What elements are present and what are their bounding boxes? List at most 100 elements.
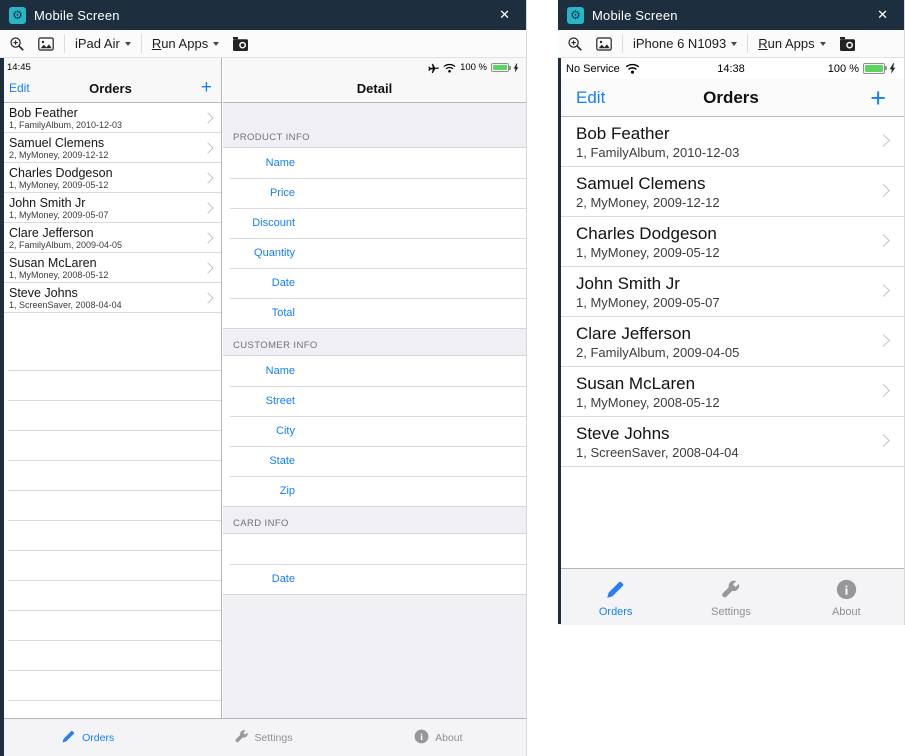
form-row[interactable]: City	[223, 416, 526, 446]
form-row[interactable]: State	[223, 446, 526, 476]
order-detail: 1, ScreenSaver, 2008-04-04	[576, 445, 739, 460]
device-dropdown[interactable]: iPad Air	[72, 34, 134, 53]
section-rows: Name Price Discount Quantity Date Total	[223, 147, 526, 329]
order-detail: 1, MyMoney, 2009-05-07	[576, 295, 720, 310]
list-item[interactable]: John Smith Jr 1, MyMoney, 2009-05-07	[558, 267, 904, 317]
bolt-icon	[513, 63, 519, 72]
form-row[interactable]: Name	[223, 148, 526, 178]
form-row-label: Date	[271, 573, 295, 585]
run-apps-label: Run Apps	[758, 36, 815, 51]
tab-settings[interactable]: Settings	[175, 719, 350, 756]
orders-nav-bar: Edit Orders +	[558, 79, 904, 117]
order-name: Charles Dodgeson	[576, 224, 717, 243]
tab-about[interactable]: i About	[351, 719, 526, 756]
zoom-button[interactable]	[564, 34, 586, 54]
order-name: Susan McLaren	[576, 374, 696, 393]
form-row[interactable]: Total	[223, 298, 526, 328]
list-item[interactable]: Steve Johns 1, ScreenSaver, 2008-04-04	[558, 417, 904, 467]
form-row[interactable]: Date	[223, 268, 526, 298]
status-bar: 14:45	[0, 58, 221, 74]
device-dropdown-label: iPad Air	[75, 36, 120, 51]
tab-label: Orders	[82, 731, 115, 744]
close-button[interactable]: ✕	[877, 7, 888, 22]
form-row[interactable]: Price	[223, 178, 526, 208]
tab-orders[interactable]: Orders	[558, 569, 673, 625]
form-row[interactable]: Date	[223, 564, 526, 594]
form-row[interactable]: Street	[223, 386, 526, 416]
tab-bar: Orders Settings i About	[558, 568, 904, 625]
dropdown-caret-icon	[819, 42, 826, 46]
list-item[interactable]: Susan McLaren 1, MyMoney, 2008-05-12	[558, 367, 904, 417]
form-row[interactable]: Quantity	[223, 238, 526, 268]
battery-percent: 100 %	[460, 62, 487, 73]
close-button[interactable]: ✕	[499, 7, 510, 22]
run-apps-dropdown[interactable]: Run Apps	[149, 34, 222, 53]
orders-list: Bob Feather 1, FamilyAlbum, 2010-12-03 Sam…	[558, 117, 904, 467]
form-row-label: Discount	[252, 217, 295, 229]
list-item[interactable]: Charles Dodgeson 1, MyMoney, 2009-05-12	[0, 163, 221, 193]
svg-text:i: i	[844, 582, 848, 597]
order-detail: 1, MyMoney, 2009-05-12	[576, 245, 720, 260]
dropdown-caret-icon	[213, 42, 220, 46]
status-time: 14:45	[7, 62, 31, 73]
order-detail: 2, MyMoney, 2009-12-12	[9, 150, 109, 160]
order-detail: 1, MyMoney, 2009-05-12	[9, 180, 109, 190]
window-title: Mobile Screen	[592, 7, 678, 23]
edit-button[interactable]: Edit	[576, 87, 606, 107]
screenshot-button[interactable]	[229, 34, 252, 54]
order-name: Samuel Clemens	[9, 136, 105, 150]
image-button[interactable]	[593, 35, 615, 53]
list-item[interactable]: Bob Feather 1, FamilyAlbum, 2010-12-03	[0, 103, 221, 133]
order-name: Steve Johns	[576, 424, 670, 443]
zoom-icon	[10, 36, 24, 51]
pencil-icon	[61, 729, 76, 747]
zoom-button[interactable]	[6, 34, 28, 54]
screenshot-button[interactable]	[836, 34, 859, 54]
form-row-label: Total	[271, 307, 295, 319]
order-name: Samuel Clemens	[576, 174, 706, 193]
orders-list: Bob Feather 1, FamilyAlbum, 2010-12-03 Sam…	[0, 103, 221, 313]
wrench-icon	[234, 729, 249, 747]
window-edge	[558, 0, 561, 624]
add-order-button[interactable]: +	[200, 77, 212, 98]
list-item[interactable]: John Smith Jr 1, MyMoney, 2009-05-07	[0, 193, 221, 223]
form-row[interactable]	[223, 534, 526, 564]
zoom-icon	[568, 36, 582, 51]
form-row[interactable]: Discount	[223, 208, 526, 238]
run-apps-dropdown[interactable]: Run Apps	[755, 34, 828, 53]
form-row[interactable]: Name	[223, 356, 526, 386]
battery-percent: 100 %	[827, 62, 859, 75]
list-item[interactable]: Susan McLaren 1, MyMoney, 2008-05-12	[0, 253, 221, 283]
tab-label: About	[831, 606, 861, 618]
list-item[interactable]: Bob Feather 1, FamilyAlbum, 2010-12-03	[558, 117, 904, 167]
device-dropdown[interactable]: iPhone 6 N1093	[630, 34, 740, 53]
detail-title: Detail	[356, 80, 393, 96]
tab-settings[interactable]: Settings	[673, 569, 788, 625]
edit-button[interactable]: Edit	[9, 81, 30, 95]
list-item[interactable]: Clare Jefferson 2, FamilyAlbum, 2009-04-0…	[558, 317, 904, 367]
section-header: CARD INFO	[233, 518, 289, 529]
order-name: Susan McLaren	[9, 256, 97, 270]
form-row-label: Quantity	[254, 247, 295, 259]
image-button[interactable]	[35, 35, 57, 53]
tab-about[interactable]: i About	[789, 569, 904, 625]
list-item[interactable]: Samuel Clemens 2, MyMoney, 2009-12-12	[0, 133, 221, 163]
pencil-icon	[605, 579, 626, 603]
tab-orders[interactable]: Orders	[0, 719, 175, 756]
page-title: Orders	[703, 87, 759, 107]
list-item[interactable]: Clare Jefferson 2, FamilyAlbum, 2009-04-0…	[0, 223, 221, 253]
airplane-icon	[428, 63, 439, 73]
status-time: 14:38	[717, 62, 745, 75]
add-order-button[interactable]: +	[870, 82, 886, 113]
order-detail: 1, FamilyAlbum, 2010-12-03	[9, 120, 123, 130]
wrench-icon	[720, 579, 741, 603]
detail-section: CARD INFO Date	[223, 507, 526, 595]
toolbar-separator	[747, 34, 749, 53]
order-name: Bob Feather	[576, 124, 670, 143]
list-item[interactable]: Charles Dodgeson 1, MyMoney, 2009-05-12	[558, 217, 904, 267]
image-icon	[596, 36, 612, 51]
form-row[interactable]: Zip	[223, 476, 526, 506]
list-item[interactable]: Steve Johns 1, ScreenSaver, 2008-04-04	[0, 283, 221, 313]
form-row-label: City	[276, 425, 295, 437]
list-item[interactable]: Samuel Clemens 2, MyMoney, 2009-12-12	[558, 167, 904, 217]
